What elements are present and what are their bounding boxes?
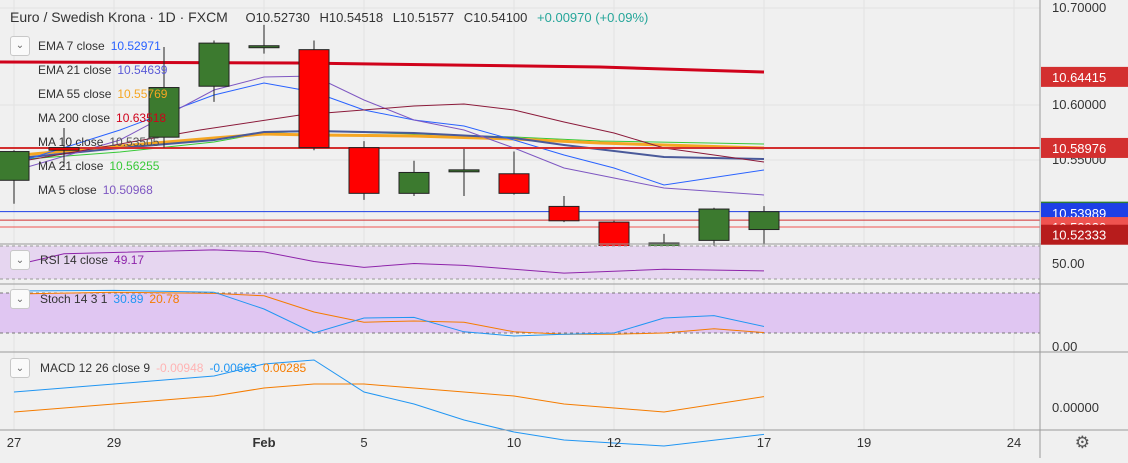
rsi-pane [0, 245, 1040, 280]
ohlc-high: H10.54518 [319, 10, 384, 25]
legend-name: MA 21 close [38, 159, 104, 173]
indicator-legend: ⌄ EMA 7 close 10.52971 EMA 21 close 10.5… [10, 34, 167, 202]
stoch-band [0, 293, 1040, 333]
time-tick-label: 10 [507, 435, 521, 450]
stoch-k-value: 30.89 [113, 292, 144, 306]
time-tick-label: 27 [7, 435, 21, 450]
price-label: 10.58976 [1052, 141, 1106, 156]
rsi-label: RSI 14 close [40, 253, 109, 267]
legend-row-ma200[interactable]: MA 200 close 10.63518 [10, 106, 167, 130]
legend-value: 10.63518 [116, 111, 167, 125]
macd-signal-line [13, 383, 765, 413]
candle [48, 147, 80, 151]
macd-label: MACD 12 26 close 9 [40, 361, 151, 375]
price-label-box [1041, 224, 1128, 245]
legend-name: MA 200 close [38, 111, 111, 125]
legend-row-ma5[interactable]: MA 5 close 10.50968 [10, 178, 167, 202]
legend-row-ma21[interactable]: MA 21 close 10.56255 [10, 154, 167, 178]
time-tick-label: 29 [107, 435, 121, 450]
candle [748, 211, 780, 231]
rsi-value: 49.17 [114, 253, 145, 267]
candle [698, 208, 730, 241]
ohlc-low: L10.51577 [392, 10, 455, 25]
macd-hist-value: -0.00948 [156, 361, 204, 375]
stoch-d-line [13, 291, 765, 335]
legend-row-ma10[interactable]: MA 10 close 10.53505 [10, 130, 167, 154]
legend-name: EMA 7 close [38, 39, 105, 53]
legend-name: MA 10 close [38, 135, 104, 149]
symbol-title: Euro / Swedish Krona · 1D · FXCM [10, 9, 228, 25]
time-tick-label: 19 [857, 435, 871, 450]
macd-line [13, 359, 765, 447]
price-label-box [1041, 66, 1128, 87]
legend-value: 10.56255 [109, 159, 160, 173]
stoch-legend[interactable]: ⌄ Stoch 14 3 1 30.89 20.78 [10, 289, 179, 309]
ohlc-open: O10.52730 [245, 10, 310, 25]
time-tick-label: 5 [360, 435, 367, 450]
candle [498, 173, 530, 194]
pane-tick-label: 50.00 [1052, 256, 1085, 271]
time-tick-label: 24 [1007, 435, 1021, 450]
chevron-down-icon[interactable]: ⌄ [10, 36, 30, 56]
price-label: 10.64415 [1052, 70, 1106, 85]
candle [548, 205, 580, 222]
gear-icon[interactable]: ⚙ [1074, 433, 1090, 452]
time-tick-label: 17 [757, 435, 771, 450]
ma200-line [0, 60, 765, 74]
candle [248, 45, 280, 49]
legend-value: 10.55769 [117, 87, 168, 101]
time-tick-label: Feb [252, 435, 275, 450]
stoch-pane [0, 289, 1040, 337]
candle [448, 169, 480, 173]
stoch-k-line [13, 289, 765, 337]
candle [298, 49, 330, 149]
price-label: 10.52333 [1052, 228, 1106, 243]
legend-name: EMA 55 close [38, 87, 112, 101]
candle [0, 151, 30, 181]
candle [198, 42, 230, 87]
candles-group [0, 24, 780, 253]
price-tick-label: 10.60000 [1052, 97, 1106, 112]
candle [148, 87, 180, 138]
candle [348, 147, 380, 194]
rsi-line [13, 249, 765, 274]
chevron-down-icon[interactable]: ⌄ [10, 289, 30, 309]
pane-tick-label: 0.00 [1052, 339, 1077, 354]
legend-row-ema7[interactable]: ⌄ EMA 7 close 10.52971 [10, 34, 167, 58]
legend-value: 10.54639 [117, 63, 168, 77]
ema21-line [0, 103, 765, 166]
legend-name: MA 5 close [38, 183, 97, 197]
legend-value: 10.50968 [102, 183, 153, 197]
macd-legend[interactable]: ⌄ MACD 12 26 close 9 -0.00948 -0.00663 0… [10, 358, 306, 378]
legend-value: 10.53505 [109, 135, 160, 149]
rsi-band [0, 246, 1040, 279]
pane-tick-label: 0.00000 [1052, 400, 1099, 415]
rsi-legend[interactable]: ⌄ RSI 14 close 49.17 [10, 250, 144, 270]
macd-pane [13, 359, 765, 447]
chart-header: Euro / Swedish Krona · 1D · FXCM O10.527… [10, 9, 654, 25]
chevron-down-icon[interactable]: ⌄ [10, 250, 30, 270]
legend-row-ema21[interactable]: EMA 21 close 10.54639 [10, 58, 167, 82]
ohlc-close: C10.54100 [463, 10, 528, 25]
price-tick-label: 10.70000 [1052, 0, 1106, 15]
legend-value: 10.52971 [110, 39, 161, 53]
stoch-d-value: 20.78 [149, 292, 180, 306]
legend-row-ema55[interactable]: EMA 55 close 10.55769 [10, 82, 167, 106]
macd-line-value: -0.00663 [209, 361, 257, 375]
ma10-line [0, 129, 765, 161]
candle [398, 171, 430, 194]
time-tick-label: 12 [607, 435, 621, 450]
macd-signal-value: 0.00285 [262, 361, 307, 375]
chevron-down-icon[interactable]: ⌄ [10, 358, 30, 378]
stoch-label: Stoch 14 3 1 [40, 292, 108, 306]
price-label-box [1041, 137, 1128, 158]
legend-name: EMA 21 close [38, 63, 112, 77]
ohlc-change: +0.00970 (+0.09%) [537, 10, 649, 25]
